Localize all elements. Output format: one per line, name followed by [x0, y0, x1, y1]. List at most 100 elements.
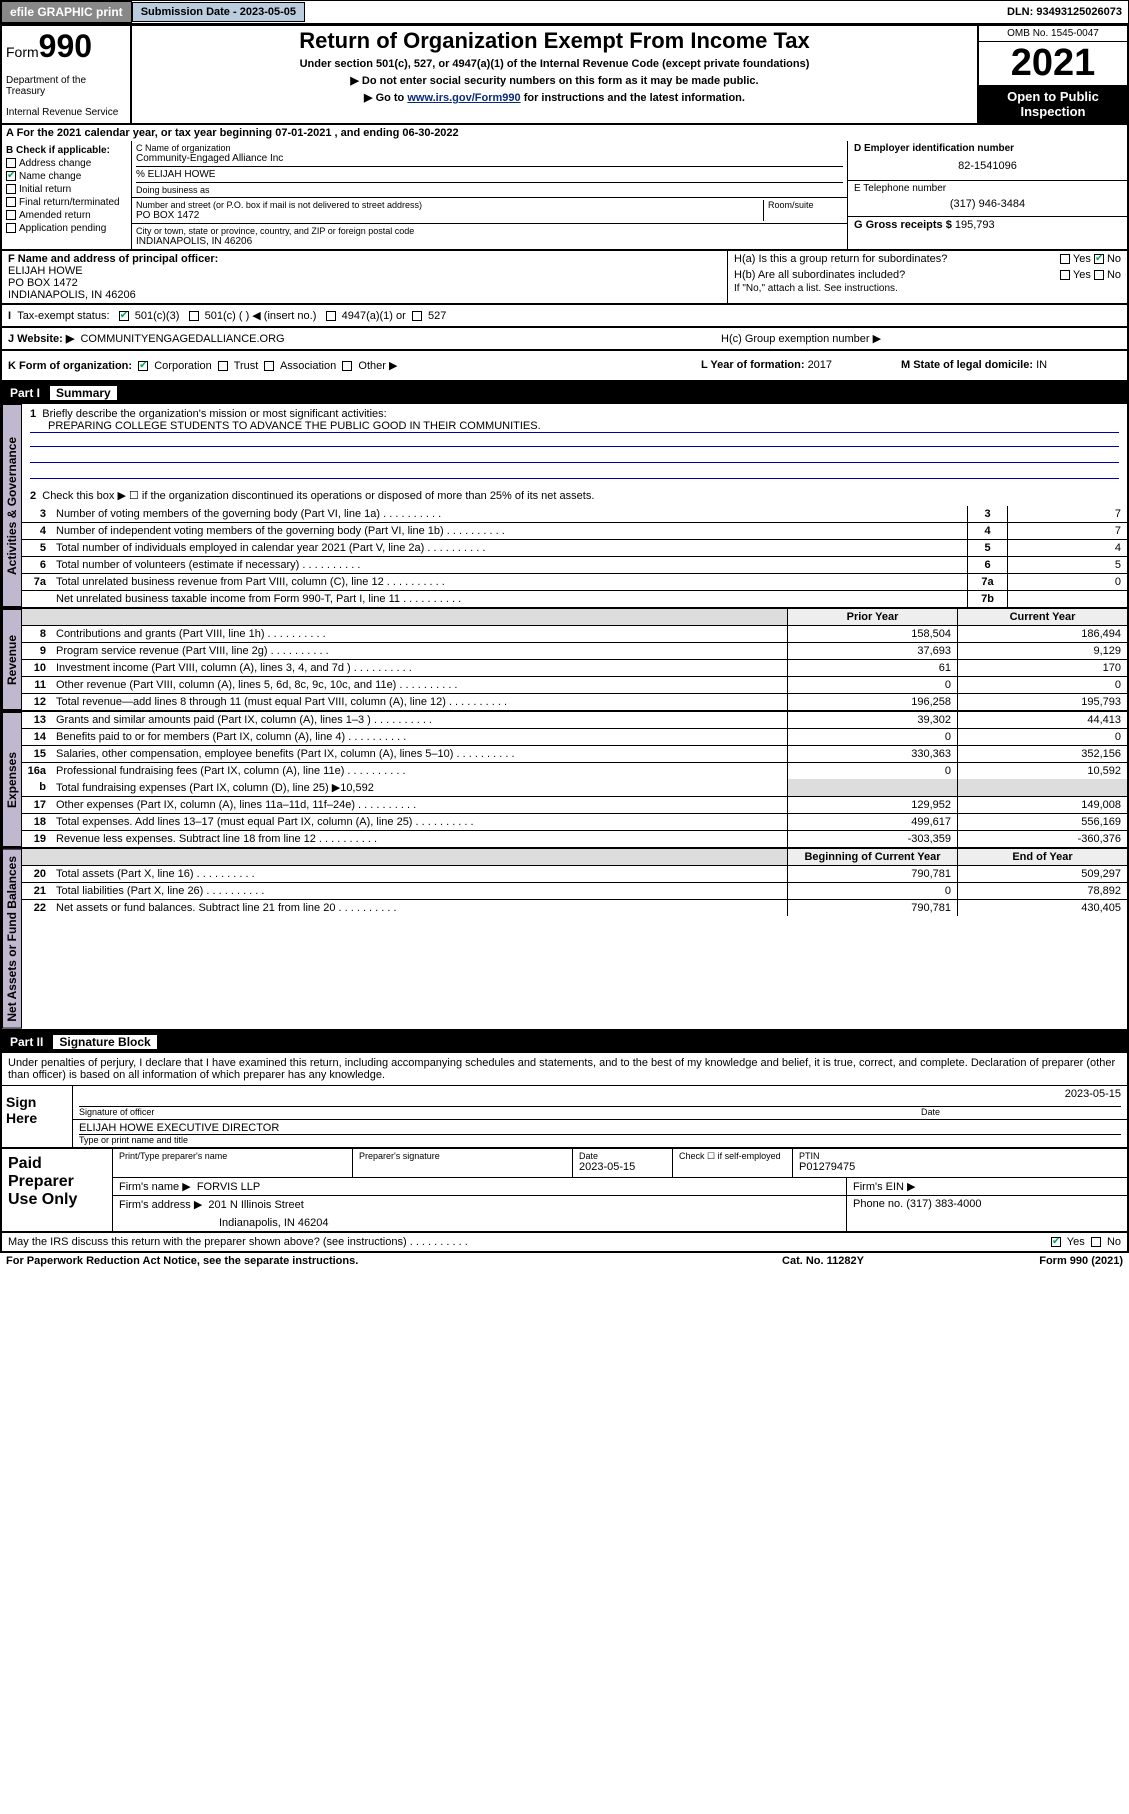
line-num: 17: [22, 797, 52, 813]
curr-val: 78,892: [957, 883, 1127, 899]
box-f: F Name and address of principal officer:…: [2, 251, 727, 303]
rev-header: Prior Year Current Year: [22, 609, 1127, 626]
gov-line: 5 Total number of individuals employed i…: [22, 540, 1127, 557]
pp-ein-label: Firm's EIN ▶: [847, 1178, 1127, 1195]
line-num: 14: [22, 729, 52, 745]
prior-val: 158,504: [787, 626, 957, 642]
efile-button[interactable]: efile GRAPHIC print: [1, 1, 132, 23]
form-header-center: Return of Organization Exempt From Incom…: [132, 26, 977, 123]
gov-line: 7a Total unrelated business revenue from…: [22, 574, 1127, 591]
dln-value: 93493125026073: [1036, 6, 1122, 18]
chk-trust[interactable]: [218, 361, 228, 371]
line-text: Total number of individuals employed in …: [52, 540, 967, 556]
line-box: 5: [967, 540, 1007, 556]
col-end: End of Year: [957, 849, 1127, 865]
box-h: H(a) Is this a group return for subordin…: [727, 251, 1127, 303]
chk-4947[interactable]: [326, 311, 336, 321]
line-box: 3: [967, 506, 1007, 522]
line-text: Net assets or fund balances. Subtract li…: [52, 900, 787, 916]
open-inspection: Open to Public Inspection: [979, 85, 1127, 123]
gov-line: Net unrelated business taxable income fr…: [22, 591, 1127, 607]
line-num: 8: [22, 626, 52, 642]
signature-section: Under penalties of perjury, I declare th…: [0, 1053, 1129, 1149]
chk-corp[interactable]: [138, 361, 148, 371]
tax-year: 2021: [979, 42, 1127, 85]
form-header-right: OMB No. 1545-0047 2021 Open to Public In…: [977, 26, 1127, 123]
chk-other[interactable]: [342, 361, 352, 371]
officer-label: F Name and address of principal officer:: [8, 253, 721, 265]
sig-date-label: Date: [921, 1107, 1121, 1117]
chk-address[interactable]: [6, 158, 16, 168]
line-num: 11: [22, 677, 52, 693]
sig-name: ELIJAH HOWE EXECUTIVE DIRECTOR: [79, 1122, 1121, 1134]
curr-val: 44,413: [957, 712, 1127, 728]
org-name: Community-Engaged Alliance Inc: [136, 153, 843, 164]
ha-yes[interactable]: [1060, 254, 1070, 264]
l-label: L Year of formation:: [701, 359, 808, 371]
chk-final[interactable]: [6, 197, 16, 207]
chk-initial[interactable]: [6, 184, 16, 194]
part1-bar: Part I Summary: [0, 382, 1129, 404]
prior-val: 499,617: [787, 814, 957, 830]
chk-527[interactable]: [412, 311, 422, 321]
data-line: 16a Professional fundraising fees (Part …: [22, 763, 1127, 779]
m-val: IN: [1036, 359, 1047, 371]
line-text: Total fundraising expenses (Part IX, col…: [52, 779, 787, 796]
governance-section: Activities & Governance 1 Briefly descri…: [0, 404, 1129, 609]
form-label: Form: [6, 44, 39, 60]
may-yes[interactable]: [1051, 1237, 1061, 1247]
lbl-assoc: Association: [280, 360, 336, 372]
period-begin: 07-01-2021: [275, 127, 331, 139]
prior-val: 37,693: [787, 643, 957, 659]
chk-assoc[interactable]: [264, 361, 274, 371]
line-text: Total revenue—add lines 8 through 11 (mu…: [52, 694, 787, 710]
chk-501c3[interactable]: [119, 311, 129, 321]
declaration: Under penalties of perjury, I declare th…: [2, 1053, 1127, 1085]
blank: [787, 779, 957, 796]
mission-text: PREPARING COLLEGE STUDENTS TO ADVANCE TH…: [30, 420, 1119, 433]
curr-val: 149,008: [957, 797, 1127, 813]
pp-addr2: Indianapolis, IN 46204: [119, 1217, 840, 1229]
pp-addr-label: Firm's address ▶: [119, 1199, 202, 1211]
pp-phone: (317) 383-4000: [906, 1198, 981, 1210]
ha-yes-lbl: Yes: [1073, 253, 1091, 265]
officer-addr2: INDIANAPOLIS, IN 46206: [8, 289, 721, 301]
data-line: 20 Total assets (Part X, line 16) 790,78…: [22, 866, 1127, 883]
lbl-corp: Corporation: [154, 360, 211, 372]
line-num: 5: [22, 540, 52, 556]
mission-line: [30, 433, 1119, 447]
website-row: J Website: ▶ COMMUNITYENGAGEDALLIANCE.OR…: [0, 328, 1129, 351]
prior-val: 790,781: [787, 866, 957, 882]
subdate-label: Submission Date -: [141, 6, 240, 18]
ha-no[interactable]: [1094, 254, 1104, 264]
gov-line: 6 Total number of volunteers (estimate i…: [22, 557, 1127, 574]
hb-label: H(b) Are all subordinates included?: [734, 269, 905, 281]
pp-name-label: Print/Type preparer's name: [119, 1151, 346, 1161]
line-val: [1007, 591, 1127, 607]
chk-amended[interactable]: [6, 210, 16, 220]
addr-label: Number and street (or P.O. box if mail i…: [136, 200, 763, 210]
irs-link[interactable]: www.irs.gov/Form990: [407, 92, 520, 104]
column-b: B Check if applicable: Address change Na…: [2, 141, 132, 249]
chk-501c[interactable]: [189, 311, 199, 321]
line-num: 20: [22, 866, 52, 882]
sig-date-val: 2023-05-15: [79, 1088, 1121, 1106]
line-box: 6: [967, 557, 1007, 573]
line-text: Total unrelated business revenue from Pa…: [52, 574, 967, 590]
tel-label: E Telephone number: [854, 183, 1121, 194]
line-num: 16a: [22, 763, 52, 779]
curr-val: 186,494: [957, 626, 1127, 642]
may-irs-row: May the IRS discuss this return with the…: [0, 1233, 1129, 1253]
line-num: 6: [22, 557, 52, 573]
hb-no[interactable]: [1094, 270, 1104, 280]
prior-val: 61: [787, 660, 957, 676]
may-no[interactable]: [1091, 1237, 1101, 1247]
chk-app[interactable]: [6, 223, 16, 233]
prior-val: 129,952: [787, 797, 957, 813]
subdate-value: 2023-05-05: [240, 6, 296, 18]
gross-label: G Gross receipts $: [854, 219, 955, 231]
data-line: 19 Revenue less expenses. Subtract line …: [22, 831, 1127, 847]
curr-val: 430,405: [957, 900, 1127, 916]
chk-name[interactable]: [6, 171, 16, 181]
hb-yes[interactable]: [1060, 270, 1070, 280]
